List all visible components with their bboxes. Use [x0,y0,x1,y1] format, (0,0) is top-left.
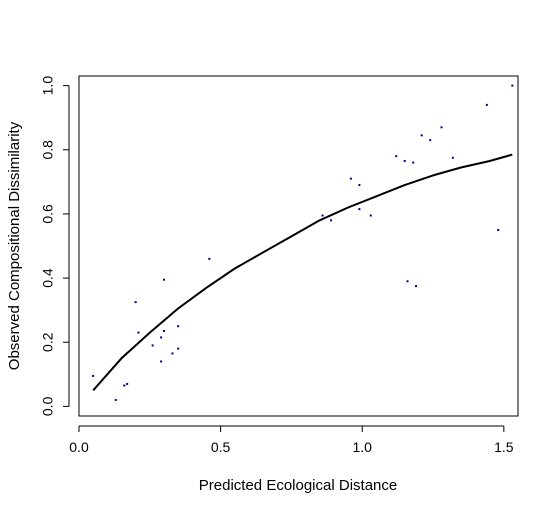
y-tick-label: 0.0 [40,396,56,416]
data-point [151,344,154,347]
y-tick-label: 0.4 [40,268,56,288]
y-tick-label: 0.2 [40,332,56,352]
y-tick-label: 0.8 [40,140,56,160]
x-axis-label: Predicted Ecological Distance [199,477,397,494]
data-point [451,156,454,159]
data-point [358,208,361,211]
data-point [511,84,514,87]
data-point [330,219,333,222]
x-axis: 0.0 0.5 1.0 1.5 [69,425,514,455]
data-point [134,301,137,304]
x-tick-label: 0.5 [211,439,231,455]
data-point [321,214,324,217]
y-axis-label: Observed Compositional Dissimilarity [6,121,23,370]
data-point [123,384,126,387]
fitted-curve [92,153,513,391]
data-point [171,352,174,355]
data-point [429,139,432,142]
data-point [440,126,443,129]
data-point [162,330,165,332]
data-point [177,347,180,350]
x-tick-label: 1.5 [494,439,514,455]
data-point [162,278,165,281]
data-point [208,257,211,260]
data-point [395,155,398,158]
data-point [412,161,415,164]
y-tick-label: 1.0 [40,76,56,96]
data-point [403,160,406,162]
data-point [160,336,163,339]
data-point [349,177,352,180]
data-point [369,214,372,217]
y-tick-label: 0.6 [40,204,56,224]
data-point [406,280,409,283]
data-points [92,84,514,401]
data-point [497,228,500,231]
data-point [485,103,488,106]
x-tick-label: 0.0 [69,439,89,455]
y-axis: 0.0 0.2 0.4 0.6 0.8 1.0 [40,76,70,416]
data-point [92,374,95,377]
plot-frame [78,75,519,417]
data-point [137,331,140,334]
data-point [160,360,163,363]
data-point [420,134,423,137]
x-tick-label: 1.0 [352,439,372,455]
data-point [177,325,180,328]
data-point [114,398,117,401]
data-point [415,285,418,288]
data-point [126,382,129,385]
data-point [358,184,361,187]
fitted-curve-line [92,153,513,391]
